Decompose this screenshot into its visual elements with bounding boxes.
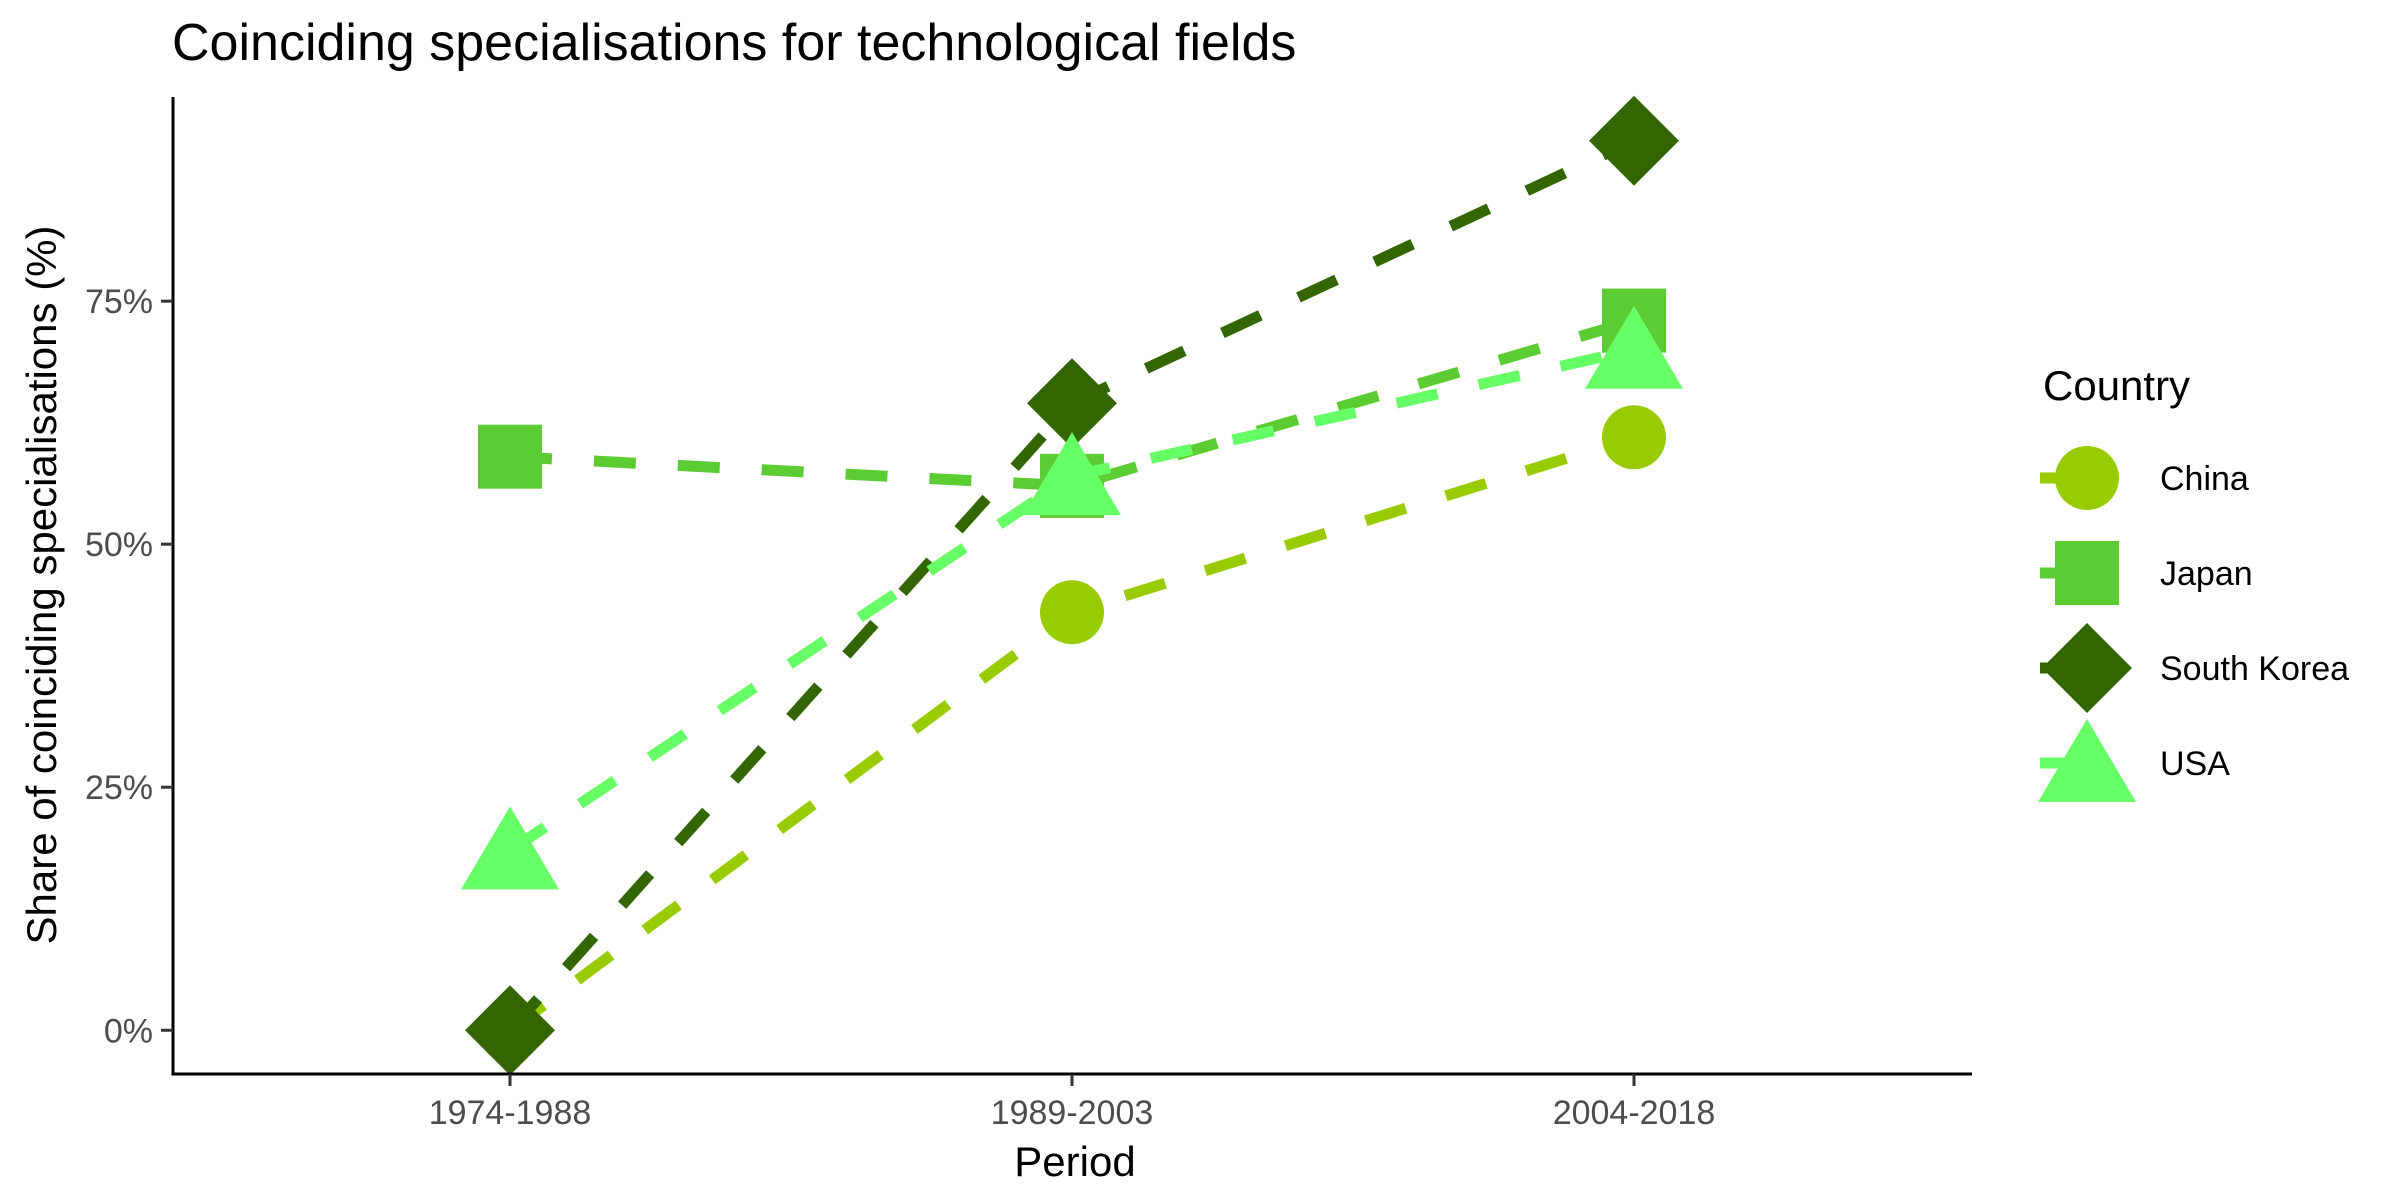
legend-item-japan: Japan xyxy=(2040,541,2253,605)
x-axis-title: Period xyxy=(1014,1138,1135,1185)
y-tick-label: 75% xyxy=(85,283,153,321)
series-south-korea xyxy=(465,95,1679,1076)
legend-key xyxy=(2055,541,2119,605)
data-point xyxy=(1040,580,1104,645)
y-tick-label: 0% xyxy=(104,1012,153,1050)
y-tick-label: 25% xyxy=(85,769,153,807)
legend-title: Country xyxy=(2043,362,2190,409)
legend-label: USA xyxy=(2160,745,2230,783)
axes: 0% 25% 50% 75% 1974-1988 1989-2003 2004-2018 xyxy=(85,283,1715,1132)
legend-item-china: China xyxy=(2040,446,2249,510)
legend-label: Japan xyxy=(2160,555,2253,593)
plot-area xyxy=(461,95,1683,1076)
data-point xyxy=(478,424,542,489)
chart-title: Coinciding specialisations for technolog… xyxy=(172,14,1296,72)
legend-key xyxy=(2055,446,2119,510)
y-tick-label: 50% xyxy=(85,526,153,564)
x-tick-label: 1989-2003 xyxy=(991,1094,1154,1132)
data-point xyxy=(1023,432,1121,516)
x-tick-label: 1974-1988 xyxy=(429,1094,592,1132)
data-point xyxy=(461,806,559,890)
legend-label: South Korea xyxy=(2160,650,2349,688)
legend-item-usa: USA xyxy=(2038,719,2230,802)
x-tick-label: 2004-2018 xyxy=(1553,1094,1716,1132)
y-axis-title: Share of coinciding specialisations (%) xyxy=(18,225,65,944)
legend-label: China xyxy=(2160,460,2249,498)
legend-key xyxy=(2042,623,2132,713)
data-point xyxy=(1585,305,1683,389)
legend-key xyxy=(2038,719,2136,802)
series-usa xyxy=(461,305,1683,890)
data-point xyxy=(1027,358,1117,449)
legend-item-south-korea: South Korea xyxy=(2040,623,2349,713)
legend: Country China Japan South Korea USA xyxy=(2038,362,2349,802)
data-point xyxy=(465,985,555,1076)
data-point xyxy=(1602,405,1666,470)
data-point xyxy=(1589,95,1679,186)
series-line xyxy=(509,315,1636,492)
